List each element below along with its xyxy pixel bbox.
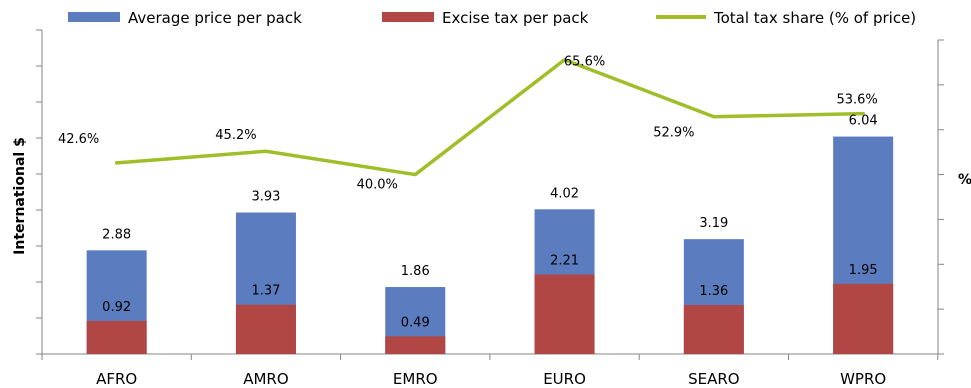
excise-value-label: 1.36	[699, 284, 728, 299]
excise-value-label: 1.95	[849, 263, 878, 278]
left-axis-ticks	[36, 29, 939, 360]
excise-value-label: 0.92	[102, 300, 131, 315]
right-axis-ticks	[938, 39, 944, 355]
category-label: AMRO	[243, 370, 288, 388]
tax-share-value-label: 52.9%	[653, 126, 694, 141]
tax-share-value-label: 65.6%	[564, 55, 605, 70]
tax-share-polyline	[114, 57, 865, 177]
y-axis-title: International $	[12, 137, 28, 255]
price-value-label: 2.88	[102, 227, 131, 242]
excise-bar	[833, 283, 894, 354]
price-value-label: 3.19	[699, 216, 728, 231]
legend-label-share: Total tax share (% of price)	[713, 9, 916, 27]
tax-share-line	[114, 57, 865, 177]
legend-swatch-excise	[382, 12, 434, 22]
legend-label-price: Average price per pack	[128, 9, 302, 27]
excise-value-label: 1.37	[251, 284, 280, 299]
tax-share-value-label: 45.2%	[215, 128, 256, 143]
excise-bar	[235, 304, 296, 354]
excise-bar	[683, 305, 744, 354]
price-value-label: 4.02	[550, 186, 579, 201]
excise-bar	[86, 320, 147, 354]
price-value-label: 3.93	[251, 190, 280, 205]
data-labels: 2.88 0.92 3.93 1.37 1.86 0.49 4.02 2.21 3.19 1.36…	[58, 55, 878, 331]
price-value-label: 6.04	[849, 114, 878, 129]
category-label: SEARO	[688, 370, 740, 388]
excise-value-label: 0.49	[401, 315, 430, 330]
excise-value-label: 2.21	[550, 253, 579, 268]
legend-label-excise: Excise tax per pack	[442, 9, 589, 27]
tax-share-value-label: 40.0%	[357, 178, 398, 193]
legend-swatch-price	[68, 12, 120, 22]
category-labels: AFRO AMRO EMRO EURO SEARO WPRO	[96, 370, 886, 388]
tax-share-value-label: 42.6%	[58, 132, 99, 147]
price-value-label: 1.86	[401, 264, 430, 279]
excise-bar	[385, 336, 446, 354]
category-label: WPRO	[840, 370, 886, 388]
axes	[41, 30, 939, 355]
bars	[86, 136, 894, 354]
excise-bar	[534, 274, 595, 354]
legend: Average price per pack Excise tax per pa…	[68, 9, 916, 27]
category-label: EMRO	[393, 370, 438, 388]
y2-axis-title: %	[958, 172, 971, 188]
category-label: AFRO	[96, 370, 137, 388]
tax-share-value-label: 53.6%	[836, 93, 877, 108]
category-label: EURO	[543, 370, 586, 388]
